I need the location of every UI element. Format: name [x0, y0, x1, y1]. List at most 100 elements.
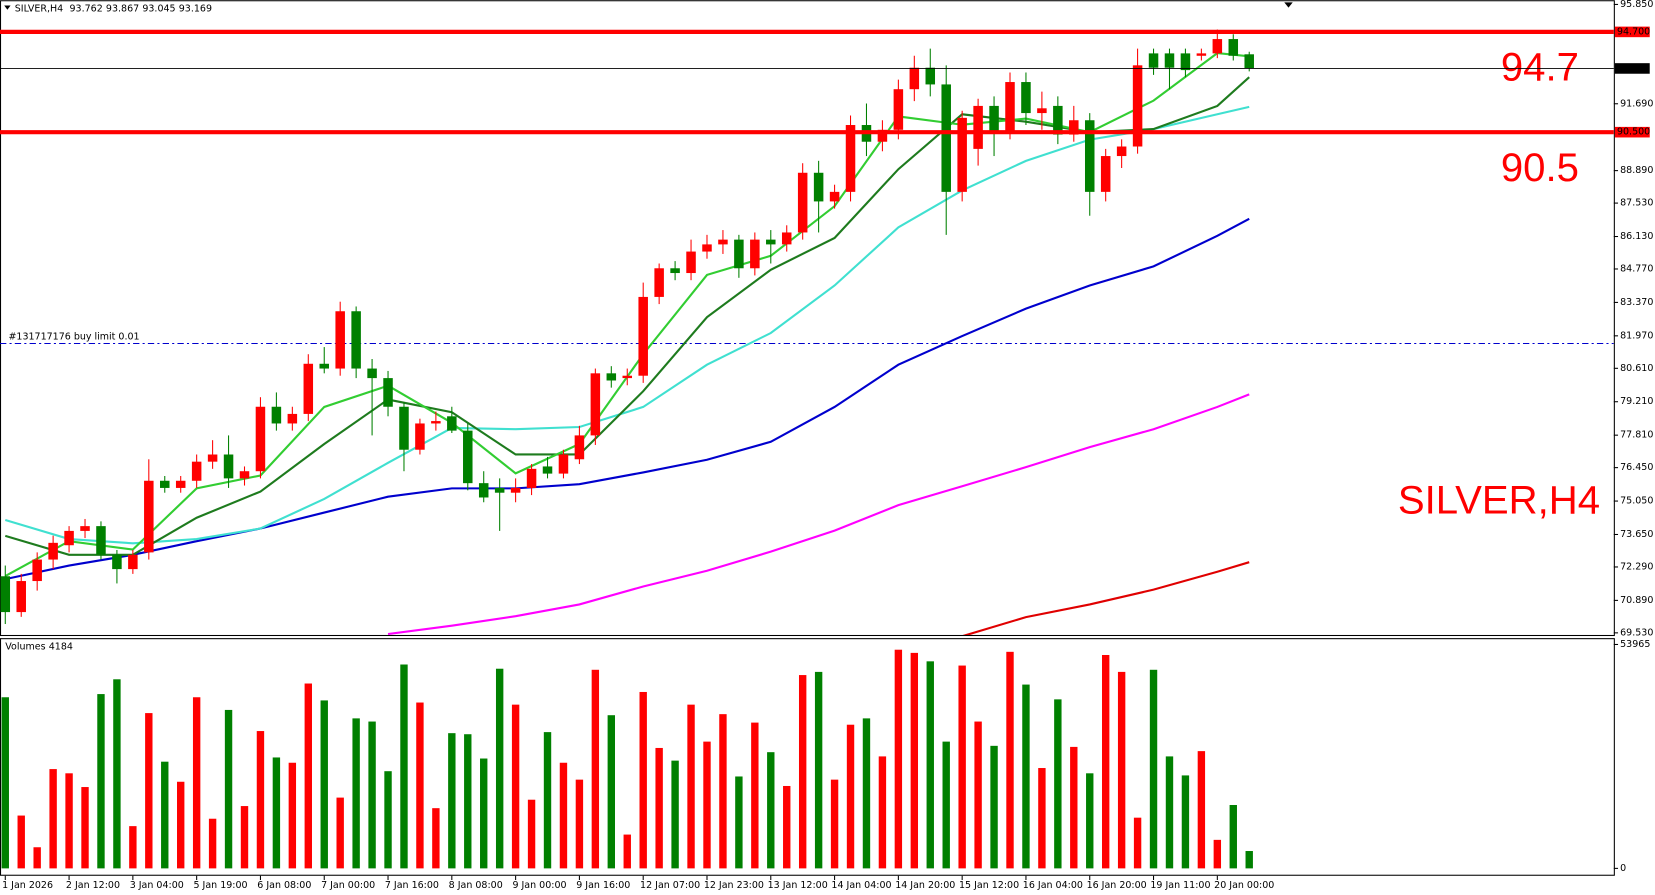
- header-low: 93.045: [142, 3, 175, 14]
- volume-bar: [990, 745, 998, 869]
- candle-body: [367, 368, 377, 379]
- volume-tick-label: 53965: [1620, 639, 1650, 650]
- volume-bar: [1213, 839, 1222, 869]
- symbol-menu-icon: [4, 5, 11, 10]
- y-tick-label: 84.770: [1620, 263, 1653, 274]
- y-tick-label: 73.650: [1620, 529, 1653, 540]
- price-axis-box: [1614, 63, 1650, 74]
- x-tick-label: 7 Jan 16:00: [385, 880, 439, 891]
- x-tick-label: 14 Jan 04:00: [831, 880, 891, 891]
- y-tick-label: 87.530: [1620, 198, 1653, 209]
- candle-body: [510, 487, 521, 493]
- x-tick-label: 9 Jan 00:00: [512, 880, 566, 891]
- volume-bar: [751, 722, 759, 869]
- volume-bar: [846, 724, 855, 869]
- x-tick-label: 9 Jan 16:00: [576, 880, 630, 891]
- x-tick-label: 1 Jan 2026: [2, 880, 53, 891]
- candle-body: [128, 554, 138, 570]
- candle-body: [925, 67, 936, 85]
- volume-bar: [783, 785, 791, 869]
- x-tick-label: 16 Jan 20:00: [1087, 880, 1147, 891]
- candle-body: [1196, 53, 1207, 56]
- volume-bar: [145, 713, 153, 869]
- candle-body: [590, 373, 601, 436]
- candle-body: [893, 89, 904, 130]
- volume-panel-border: [0, 638, 1615, 876]
- volume-bar: [655, 747, 663, 869]
- volume-bar: [495, 668, 504, 869]
- candle-body: [207, 454, 218, 462]
- header-high: 93.867: [106, 3, 139, 14]
- candle-body: [526, 468, 537, 488]
- symbol-watermark: SILVER,H4: [1398, 478, 1600, 523]
- volume-bar: [894, 649, 903, 869]
- volume-bar: [511, 704, 520, 869]
- volume-bar: [623, 834, 631, 869]
- candle-body: [1116, 146, 1127, 157]
- volume-bar: [1229, 804, 1237, 869]
- candle-body: [478, 483, 489, 498]
- y-tick-label: 76.450: [1620, 462, 1653, 473]
- candle-body: [1228, 39, 1239, 56]
- candle-body: [766, 239, 776, 245]
- candle-body: [574, 435, 585, 460]
- volume-tick-label: 0: [1620, 863, 1626, 874]
- x-tick-label: 5 Jan 19:00: [193, 880, 247, 891]
- candle-body: [813, 172, 824, 202]
- price-layer: [0, 29, 1614, 635]
- volume-bar: [735, 776, 743, 869]
- chart-header: SILVER,H4 93.762 93.867 93.045 93.169: [15, 3, 212, 14]
- volume-bar: [304, 683, 312, 869]
- volume-bar: [448, 733, 456, 869]
- volume-bar: [17, 815, 25, 869]
- level-annotation: 94.7: [1501, 45, 1579, 90]
- x-tick-label: 8 Jan 08:00: [449, 880, 503, 891]
- candle-body: [383, 378, 393, 407]
- candle-body: [431, 421, 441, 424]
- volume-bar: [464, 734, 472, 869]
- volume-bar: [240, 806, 249, 869]
- y-tick-label: 86.130: [1620, 231, 1653, 242]
- candle-body: [989, 105, 999, 133]
- candle-body: [1132, 65, 1143, 147]
- candle-body: [64, 530, 74, 546]
- volume-bar: [224, 709, 233, 869]
- volume-bar: [830, 779, 839, 869]
- y-tick-label: 77.810: [1620, 430, 1653, 441]
- volume-bar: [1006, 651, 1014, 869]
- candle-body: [1069, 120, 1079, 135]
- volume-bar: [1245, 851, 1253, 869]
- volume-bar: [639, 691, 647, 869]
- volume-bar: [1165, 756, 1174, 869]
- candle-body: [1021, 82, 1031, 114]
- volume-bar: [81, 787, 89, 869]
- volume-bar: [33, 847, 41, 869]
- candle-body: [399, 406, 409, 450]
- shift-marker: [1284, 2, 1293, 8]
- candle-body: [144, 480, 154, 553]
- y-tick-label: 75.050: [1620, 496, 1653, 507]
- candle-body: [686, 251, 696, 274]
- x-tick-label: 3 Jan 04:00: [130, 880, 184, 891]
- candle-body: [319, 363, 329, 369]
- candle-body: [797, 172, 808, 233]
- candle-body: [750, 239, 760, 269]
- candle-body: [80, 526, 90, 531]
- moving-average-line: [4, 105, 1250, 545]
- volume-bar: [129, 826, 137, 869]
- volume-bar: [384, 771, 392, 869]
- moving-average-line: [5, 217, 1250, 581]
- volume-bar: [177, 781, 185, 869]
- volume-bar: [1070, 746, 1078, 869]
- volume-bar: [575, 779, 584, 869]
- level-annotation: 90.5: [1501, 145, 1579, 190]
- candle-body: [1164, 53, 1175, 68]
- header-open: 93.762: [70, 3, 103, 14]
- level-axis-label: 94.700: [1617, 26, 1650, 37]
- volume-bar: [1133, 817, 1142, 869]
- volume-bar: [192, 697, 201, 869]
- candle-body: [542, 466, 553, 474]
- volume-bar: [527, 799, 536, 869]
- volume-bar: [1054, 699, 1062, 869]
- volume-bar: [49, 769, 57, 869]
